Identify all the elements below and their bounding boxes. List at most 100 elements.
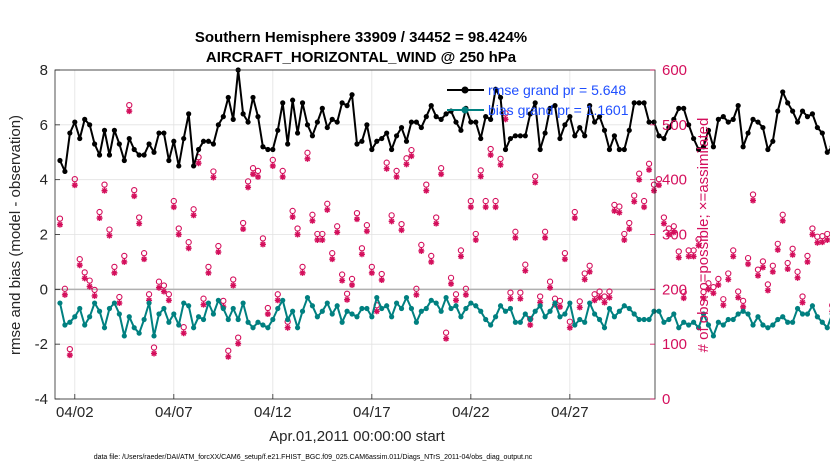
series-point — [587, 300, 593, 306]
obs-possible-marker — [764, 281, 772, 288]
obs-possible-marker — [393, 167, 400, 175]
x-tick-label: 04/17 — [353, 404, 391, 421]
obs-assimilated-marker — [408, 153, 415, 160]
series-point — [562, 122, 568, 128]
obs-assimilated-marker — [284, 324, 291, 331]
right-y-tick-labels: 0 100 200 300 400 500 600 — [650, 62, 687, 408]
obs-assimilated-marker — [720, 302, 727, 309]
obs-assimilated-marker — [438, 171, 445, 178]
series-point — [695, 325, 702, 331]
left-y-tick-label: 8 — [40, 62, 48, 79]
right-y-tick-label: 100 — [662, 336, 687, 353]
series-point — [725, 316, 731, 323]
obs-possible-marker — [205, 263, 212, 271]
series-point — [393, 133, 400, 139]
obs-possible-marker — [735, 288, 742, 295]
obs-possible-marker — [244, 178, 252, 185]
obs-possible-marker — [413, 285, 420, 292]
series-point — [423, 114, 429, 120]
obs-possible-marker — [799, 293, 806, 300]
left-y-tick-label: 6 — [40, 117, 48, 134]
series-point — [775, 108, 781, 114]
x-tick-label: 04/22 — [452, 404, 490, 421]
series-point — [715, 116, 721, 122]
series-point — [473, 303, 479, 309]
series-point — [324, 124, 330, 131]
data-file-footnote: data file: /Users/raeder/DAI/ATM_forcXX/… — [94, 454, 533, 461]
series-point — [557, 314, 563, 320]
series-point — [260, 144, 266, 150]
series-point — [606, 305, 613, 312]
series-point — [280, 100, 286, 106]
obs-possible-marker — [532, 173, 539, 180]
series-point — [106, 305, 113, 312]
series-point — [146, 141, 152, 147]
obs-assimilated-marker — [646, 166, 653, 173]
obs-assimilated-marker — [631, 198, 638, 205]
series-point — [814, 314, 820, 320]
obs-possible-marker — [398, 220, 405, 228]
series-point — [814, 124, 820, 131]
series-point — [512, 319, 518, 325]
obs-assimilated-marker — [245, 184, 252, 191]
series-point — [200, 138, 207, 144]
series-point — [483, 316, 489, 323]
obs-possible-marker — [660, 214, 668, 221]
series-point — [67, 130, 73, 136]
series-point — [691, 319, 697, 325]
series-point — [265, 325, 271, 331]
series-point — [141, 152, 147, 158]
series-point — [205, 300, 212, 306]
obs-possible-marker — [631, 192, 638, 199]
series-point — [760, 124, 766, 131]
series-point — [166, 157, 172, 164]
obs-assimilated-marker — [527, 321, 534, 328]
obs-assimilated-marker — [378, 277, 385, 284]
obs-possible-marker — [536, 293, 544, 300]
series-point — [785, 100, 791, 106]
series-point — [290, 97, 296, 103]
series-point — [176, 163, 182, 169]
obs-possible-marker — [556, 297, 564, 305]
left-y-tick-label: 2 — [40, 227, 48, 244]
series-point — [186, 111, 192, 117]
obs-assimilated-marker — [789, 251, 796, 258]
obs-possible-marker — [675, 248, 682, 255]
series-point — [730, 316, 736, 323]
obs-possible-marker — [279, 167, 286, 175]
obs-assimilated-marker — [388, 218, 395, 225]
obs-possible-marker — [324, 200, 331, 207]
obs-possible-marker — [418, 241, 425, 249]
obs-possible-marker — [497, 155, 504, 163]
obs-assimilated-marker — [537, 299, 544, 306]
obs-possible-marker — [482, 197, 489, 205]
series-point — [661, 135, 667, 142]
obs-possible-marker — [512, 228, 519, 235]
series-point — [681, 105, 687, 111]
series-point — [398, 305, 405, 312]
series-point — [700, 144, 707, 150]
series-point — [126, 314, 132, 320]
obs-possible-marker — [794, 268, 801, 275]
series-point — [418, 124, 424, 131]
obs-assimilated-marker — [250, 171, 257, 178]
obs-assimilated-marker — [155, 284, 162, 291]
obs-assimilated-marker — [180, 330, 187, 337]
obs-possible-marker — [289, 207, 296, 215]
obs-assimilated-marker — [368, 269, 375, 276]
obs-assimilated-marker — [165, 297, 172, 304]
right-y-tick-label: 400 — [662, 172, 687, 189]
obs-possible-marker — [670, 223, 677, 230]
series-point — [537, 303, 543, 309]
series-point — [700, 311, 707, 317]
obs-possible-marker — [136, 214, 143, 221]
series-point — [408, 119, 415, 125]
right-y-tick-label: 500 — [662, 117, 687, 134]
obs-possible-marker — [225, 347, 232, 354]
obs-assimilated-marker — [56, 221, 63, 228]
obs-possible-marker — [259, 235, 267, 242]
series-point — [413, 319, 419, 325]
series-point — [195, 146, 202, 153]
series-point — [57, 300, 63, 306]
series-point — [349, 311, 355, 317]
